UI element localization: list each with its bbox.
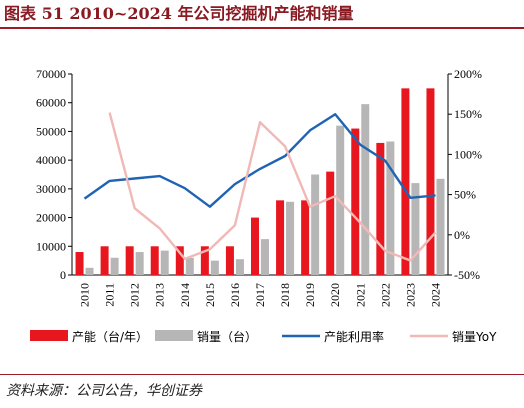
sales-yoy-line xyxy=(108,112,437,262)
x-tick-label: 2015 xyxy=(203,283,217,307)
legend-sales-yoy-label: 销量YoY xyxy=(452,330,497,344)
source-divider xyxy=(0,374,524,375)
left-tick-label: 10000 xyxy=(36,239,66,253)
capacity-bar xyxy=(251,217,259,275)
capacity-bar xyxy=(401,88,410,275)
right-tick-label: -50% xyxy=(454,268,480,282)
x-tick-label: 2016 xyxy=(228,283,242,307)
capacity-bar xyxy=(125,246,134,275)
x-tick-label: 2024 xyxy=(428,283,442,307)
x-tick-label: 2012 xyxy=(128,283,142,307)
legend-utilization-label: 产能利用率 xyxy=(324,329,384,344)
x-tick-label: 2017 xyxy=(253,283,267,307)
sales-bar xyxy=(311,174,320,275)
source-note: 资料来源：公司公告，华创证券 xyxy=(6,383,202,399)
sales-bar xyxy=(210,260,219,275)
legend-capacity-swatch xyxy=(30,330,68,341)
sales-bar xyxy=(286,201,295,275)
sales-bar xyxy=(110,257,119,275)
x-tick-label: 2013 xyxy=(153,283,167,307)
sales-bar xyxy=(85,267,94,275)
right-tick-label: 50% xyxy=(454,188,476,202)
sales-bar xyxy=(361,104,370,276)
capacity-bar xyxy=(75,252,84,275)
capacity-bar xyxy=(426,88,435,275)
x-tick-label: 2020 xyxy=(328,283,342,307)
chart-canvas: 0 10000 20000 30000 40000 50000 60000 70000 -50%… xyxy=(30,67,497,344)
legend-sales-label: 销量（台） xyxy=(197,329,257,344)
sales-bar xyxy=(261,239,269,275)
sales-bar xyxy=(386,141,395,275)
legend-capacity-label: 产能（台/年） xyxy=(72,329,148,344)
legend-sales-swatch xyxy=(155,330,193,341)
left-tick-label: 20000 xyxy=(36,211,66,225)
left-tick-label: 30000 xyxy=(36,182,66,196)
capacity-bar xyxy=(351,128,360,275)
capacity-bar xyxy=(326,171,335,275)
x-tick-label: 2010 xyxy=(78,283,92,307)
x-tick-label: 2022 xyxy=(378,283,392,307)
capacity-bar xyxy=(150,246,159,275)
sales-bar xyxy=(235,259,244,275)
sales-bar xyxy=(135,252,144,275)
sales-bar xyxy=(160,250,169,275)
capacity-bar xyxy=(100,246,109,275)
right-tick-label: 150% xyxy=(454,107,482,121)
left-tick-label: 50000 xyxy=(36,124,66,138)
capacity-bar xyxy=(175,246,184,275)
sales-bar xyxy=(436,178,445,275)
x-tick-label: 2018 xyxy=(278,283,292,307)
figure-title: 图表 51 2010~2024 年公司挖掘机产能和销量 xyxy=(4,4,354,23)
capacity-bar xyxy=(276,200,285,275)
right-tick-label: 200% xyxy=(454,67,482,81)
x-tick-label: 2019 xyxy=(303,283,317,307)
utilization-line xyxy=(83,113,436,208)
x-tick-label: 2014 xyxy=(178,283,192,307)
title-divider xyxy=(0,27,524,29)
right-tick-label: 100% xyxy=(454,147,482,161)
x-tick-label: 2021 xyxy=(353,283,367,307)
left-tick-label: 70000 xyxy=(36,67,66,81)
left-tick-label: 0 xyxy=(60,268,66,282)
x-tick-label: 2011 xyxy=(103,283,117,307)
capacity-bar xyxy=(200,246,209,275)
x-tick-label: 2023 xyxy=(403,283,417,307)
capacity-bar xyxy=(301,200,310,275)
capacity-bar xyxy=(376,142,385,275)
sales-bar xyxy=(411,183,420,275)
left-tick-label: 40000 xyxy=(36,153,66,167)
sales-bar xyxy=(185,257,194,275)
right-tick-label: 0% xyxy=(454,228,470,242)
capacity-bar xyxy=(225,246,234,275)
left-tick-label: 60000 xyxy=(36,96,66,110)
